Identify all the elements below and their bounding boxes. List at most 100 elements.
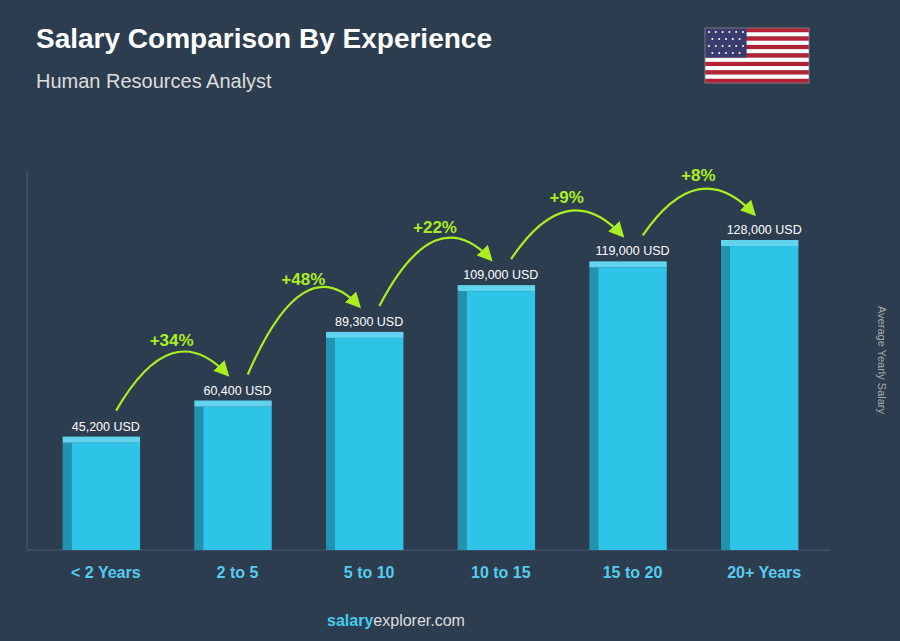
bar-top-light <box>589 261 666 267</box>
change-arrow <box>511 210 622 259</box>
flag-star <box>711 52 713 54</box>
bar-side <box>458 291 467 550</box>
subtitle: Human Resources Analyst <box>36 70 272 92</box>
bar <box>203 407 271 550</box>
category-label: 2 to 5 <box>217 564 259 581</box>
background <box>0 0 900 641</box>
bar-top <box>721 240 798 246</box>
bar-top <box>63 437 140 443</box>
bar-top <box>194 401 271 407</box>
flag-star <box>711 38 713 40</box>
bar <box>335 338 403 550</box>
flag-stripe <box>705 79 809 83</box>
bar-side <box>194 407 203 550</box>
data-label: 60,400 USD <box>203 384 271 398</box>
change-arrow <box>379 238 490 306</box>
data-label: 128,000 USD <box>727 223 802 237</box>
bar-top <box>326 332 403 338</box>
bar <box>467 291 535 550</box>
bar-side <box>721 246 730 550</box>
flag-stripe <box>705 75 809 79</box>
flag-canton <box>705 28 747 58</box>
bar-top <box>589 261 666 267</box>
bar-side <box>589 267 598 550</box>
bar-side <box>63 443 72 550</box>
category-label: 5 to 10 <box>344 564 395 581</box>
footer-part: salary <box>327 612 373 629</box>
annotation: +34% <box>150 331 194 350</box>
flag-star <box>728 59 730 61</box>
flag-star <box>722 31 724 33</box>
flag-star <box>718 52 720 54</box>
flag-star <box>722 45 724 47</box>
flag-stripe <box>705 58 809 62</box>
baseline <box>27 550 830 551</box>
bar <box>598 267 666 550</box>
change-arrow <box>116 351 227 410</box>
flag-star <box>735 31 737 33</box>
bars <box>63 240 799 550</box>
flag-stripe <box>705 62 809 66</box>
bar-side-shade <box>63 443 72 550</box>
annotation: +9% <box>549 188 584 207</box>
flag-stripe <box>705 66 809 70</box>
bar-top <box>458 285 535 291</box>
bar-side <box>326 338 335 550</box>
data-label: 45,200 USD <box>72 420 140 434</box>
bar-top-light <box>194 401 271 407</box>
annotation: +48% <box>281 270 325 289</box>
data-label: 89,300 USD <box>335 315 403 329</box>
category-label: 20+ Years <box>727 564 801 581</box>
flag-star <box>739 38 741 40</box>
flag-star <box>722 59 724 61</box>
flag-star <box>732 52 734 54</box>
bar-side-shade <box>458 291 467 550</box>
footer-part: explorer.com <box>373 612 465 629</box>
bar-side-shade <box>589 267 598 550</box>
bar-side-shade <box>721 246 730 550</box>
flag-star <box>739 52 741 54</box>
flag-stripe <box>705 70 809 74</box>
bar-top-light <box>326 332 403 338</box>
category-label: < 2 Years <box>71 564 141 581</box>
flag-star <box>708 31 710 33</box>
annotation: +8% <box>681 166 716 185</box>
flag-star <box>725 52 727 54</box>
data-label: 119,000 USD <box>595 244 669 258</box>
change-arrow <box>248 287 359 375</box>
flag-star <box>715 45 717 47</box>
flag-star <box>742 59 744 61</box>
flag-star <box>728 45 730 47</box>
flag-star <box>708 45 710 47</box>
flag-star <box>728 31 730 33</box>
bar <box>730 246 798 550</box>
bar-top-light <box>458 285 535 291</box>
flag-star <box>725 38 727 40</box>
flag-star <box>735 59 737 61</box>
title: Salary Comparison By Experience <box>36 23 492 54</box>
category-label: 15 to 20 <box>603 564 663 581</box>
y-axis-label: Average Yearly Salary <box>876 306 888 415</box>
flag-star <box>742 45 744 47</box>
flag <box>705 28 809 83</box>
flag-star <box>735 45 737 47</box>
value-axis <box>27 170 28 550</box>
flag-star <box>708 59 710 61</box>
data-label: 109,000 USD <box>463 268 538 282</box>
bar <box>72 443 140 550</box>
change-arrow <box>643 189 754 236</box>
bar-side-shade <box>326 338 335 550</box>
chart: Salary Comparison By Experience Human Res… <box>0 0 900 641</box>
flag-star <box>715 59 717 61</box>
category-label: 10 to 15 <box>471 564 531 581</box>
flag-border <box>705 28 809 83</box>
flag-star <box>718 38 720 40</box>
annotation: +22% <box>413 218 457 237</box>
bar-top-light <box>721 240 798 246</box>
bar-top-light <box>63 437 140 443</box>
footer: salaryexplorer.com <box>327 612 465 629</box>
flag-star <box>715 31 717 33</box>
flag-star <box>742 31 744 33</box>
bar-side-shade <box>194 407 203 550</box>
flag-star <box>732 38 734 40</box>
